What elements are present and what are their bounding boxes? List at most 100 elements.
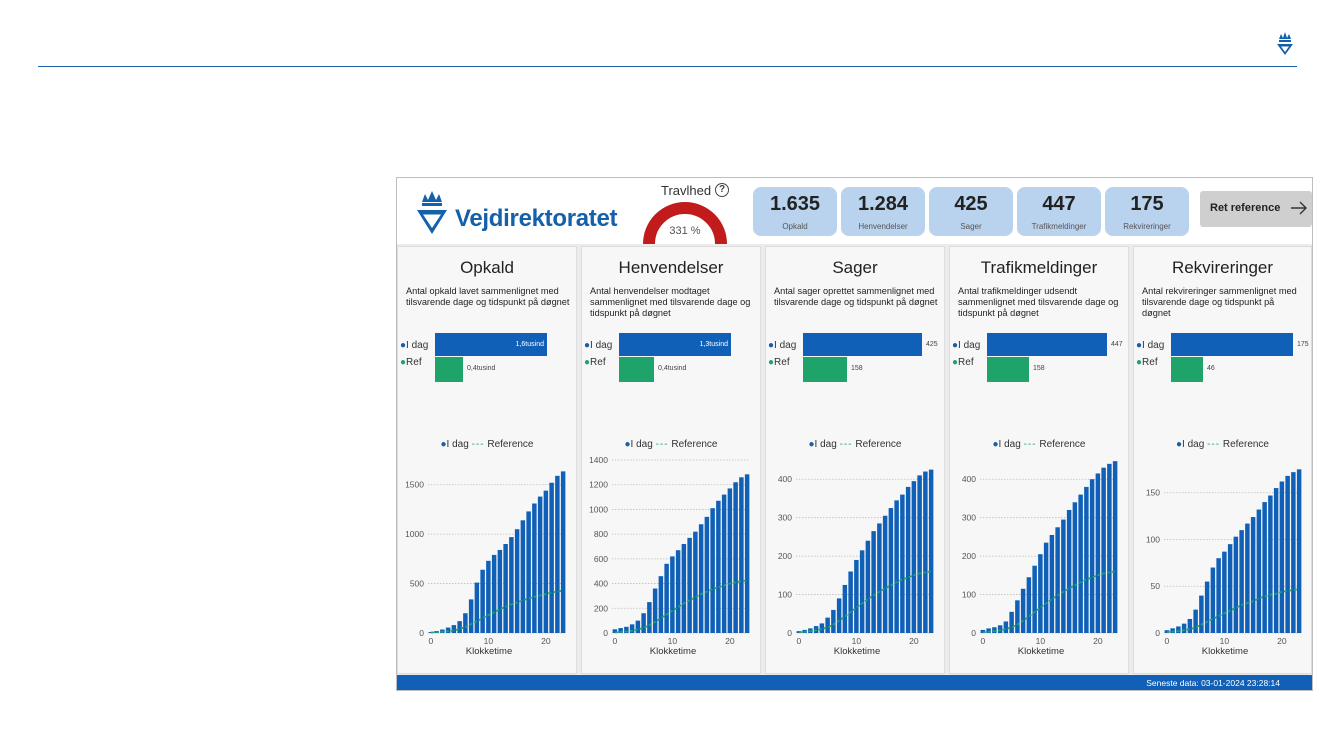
today-bar-value: 1,3tusind <box>699 341 728 348</box>
y-tick-label: 100 <box>1146 534 1160 544</box>
bar-today <box>836 598 842 633</box>
bar-today <box>819 623 825 633</box>
bar-today <box>877 523 882 633</box>
y-tick-label: 300 <box>778 513 792 523</box>
y-tick-label: 50 <box>1151 581 1161 591</box>
panel-sager: Sager Antal sager oprettet sammenlignet … <box>765 246 945 674</box>
kpi-henvendelser[interactable]: 1.284 Henvendelser <box>841 187 925 236</box>
bar-today <box>882 515 888 633</box>
bar-today <box>675 550 681 633</box>
ref-bar-value: 0,4tusind <box>467 365 496 372</box>
kpi-rekvireringer[interactable]: 175 Rekvireringer <box>1105 187 1189 236</box>
y-tick-label: 500 <box>410 579 424 589</box>
bar-today <box>1199 595 1204 633</box>
bar-today <box>727 488 733 633</box>
x-tick-label: 20 <box>909 636 919 646</box>
x-tick-label: 10 <box>484 636 494 646</box>
bar-today <box>526 511 531 633</box>
busy-gauge <box>643 202 727 244</box>
bar-today <box>474 582 480 633</box>
kpi-value: 1.284 <box>857 193 909 215</box>
bar-today <box>664 563 669 633</box>
today-bar-value: 425 <box>926 341 938 348</box>
bar-today <box>670 556 675 633</box>
arrow-right-icon <box>1291 201 1307 215</box>
y-tick-label: 200 <box>962 551 976 561</box>
bar-today <box>1170 628 1175 633</box>
y-tick-label: 400 <box>778 474 792 484</box>
bar-today <box>549 482 554 633</box>
bar-today <box>1239 530 1244 633</box>
bar-today <box>1020 588 1026 633</box>
ret-reference-button[interactable]: Ret reference <box>1200 191 1312 227</box>
help-icon[interactable]: ? <box>715 183 729 197</box>
bar-today <box>854 559 859 633</box>
vejdirektoratet-logo-icon <box>417 191 447 234</box>
ref-bar-value: 46 <box>1207 365 1215 372</box>
y-tick-label: 600 <box>594 554 608 564</box>
ref-bar <box>1171 357 1203 382</box>
kpi-trafikmeldinger[interactable]: 447 Trafikmeldinger <box>1017 187 1101 236</box>
slide-header-rule <box>38 66 1297 67</box>
bar-today <box>1078 494 1083 633</box>
hourly-chart: 0 100 200 300 400 0 10 20 Klokketime <box>778 469 934 657</box>
bar-today <box>1245 523 1250 633</box>
bar-today <box>831 609 836 633</box>
y-tick-label: 1000 <box>589 504 608 514</box>
chart-legend: ●I dag --- Reference <box>992 439 1086 450</box>
bar-today <box>894 500 899 633</box>
bar-today <box>704 516 710 633</box>
bar-today <box>509 537 514 633</box>
bar-today <box>520 520 526 633</box>
bar-today <box>480 569 485 633</box>
kpi-value: 425 <box>954 193 988 215</box>
today-row-label: ●I dag <box>584 340 613 351</box>
today-bar-value: 447 <box>1111 341 1123 348</box>
bar-today <box>1181 623 1187 633</box>
ref-bar-value: 158 <box>1033 365 1045 372</box>
x-tick-label: 0 <box>429 636 434 646</box>
brand-name: Vejdirektoratet <box>455 205 618 232</box>
panel-trafikmeldinger: Trafikmeldinger Antal trafikmeldinger ud… <box>949 246 1129 674</box>
kpi-opkald[interactable]: 1.635 Opkald <box>753 187 837 236</box>
kpi-sager[interactable]: 425 Sager <box>929 187 1013 236</box>
crown-logo-icon <box>1277 32 1293 55</box>
reference-line <box>430 589 564 634</box>
bar-today <box>1026 577 1032 633</box>
bar-today <box>1279 481 1285 633</box>
bar-today <box>457 621 462 633</box>
bar-today <box>687 537 692 633</box>
chart-legend: ●I dag --- Reference <box>440 439 534 450</box>
x-tick-label: 0 <box>981 636 986 646</box>
bar-today <box>1291 472 1296 633</box>
x-tick-label: 10 <box>1036 636 1046 646</box>
bar-today <box>888 508 894 633</box>
y-tick-label: 200 <box>778 551 792 561</box>
bar-today <box>1089 479 1095 633</box>
panel-description: Antal opkald lavet sammenlignet med tils… <box>406 286 570 307</box>
busy-gauge-value: 331 % <box>669 225 701 237</box>
dashboard-header: Vejdirektoratet Travlhed ? 331 % 1.635 O… <box>397 178 1312 244</box>
bar-today <box>497 549 503 633</box>
panel-description: Antal trafikmeldinger udsendt sammenlign… <box>958 286 1119 318</box>
ref-bar <box>435 357 463 382</box>
hourly-chart: 0 100 200 300 400 0 10 20 Klokketime <box>962 461 1118 657</box>
bar-today <box>1193 609 1198 633</box>
kpi-label: Rekvireringer <box>1123 222 1171 231</box>
y-tick-label: 1400 <box>589 455 608 465</box>
bar-today <box>917 475 922 633</box>
bar-today <box>1107 463 1112 633</box>
x-tick-label: 0 <box>1165 636 1170 646</box>
bar-today <box>1187 618 1193 633</box>
kpi-value: 1.635 <box>769 193 821 215</box>
bar-today <box>445 627 451 633</box>
bar-today <box>1084 486 1089 633</box>
bar-today <box>710 508 715 633</box>
bar-today <box>532 503 537 633</box>
panel-rekvireringer: Rekvireringer Antal rekvireringer sammen… <box>1133 246 1312 674</box>
y-tick-label: 0 <box>971 628 976 638</box>
bar-today <box>428 632 434 633</box>
ref-row-label: ●Ref <box>584 357 606 368</box>
bar-today <box>997 625 1003 633</box>
bar-today <box>1227 544 1233 633</box>
